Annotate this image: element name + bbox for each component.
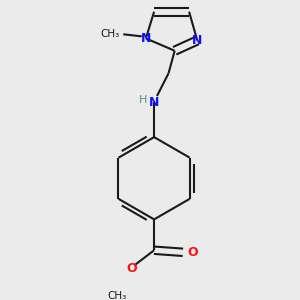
Text: N: N bbox=[141, 32, 151, 45]
Text: N: N bbox=[192, 34, 202, 47]
Text: CH₃: CH₃ bbox=[107, 291, 127, 300]
Text: H: H bbox=[138, 95, 147, 105]
Text: CH₃: CH₃ bbox=[100, 29, 119, 39]
Text: N: N bbox=[149, 96, 159, 109]
Text: O: O bbox=[126, 262, 137, 275]
Text: O: O bbox=[188, 246, 199, 259]
